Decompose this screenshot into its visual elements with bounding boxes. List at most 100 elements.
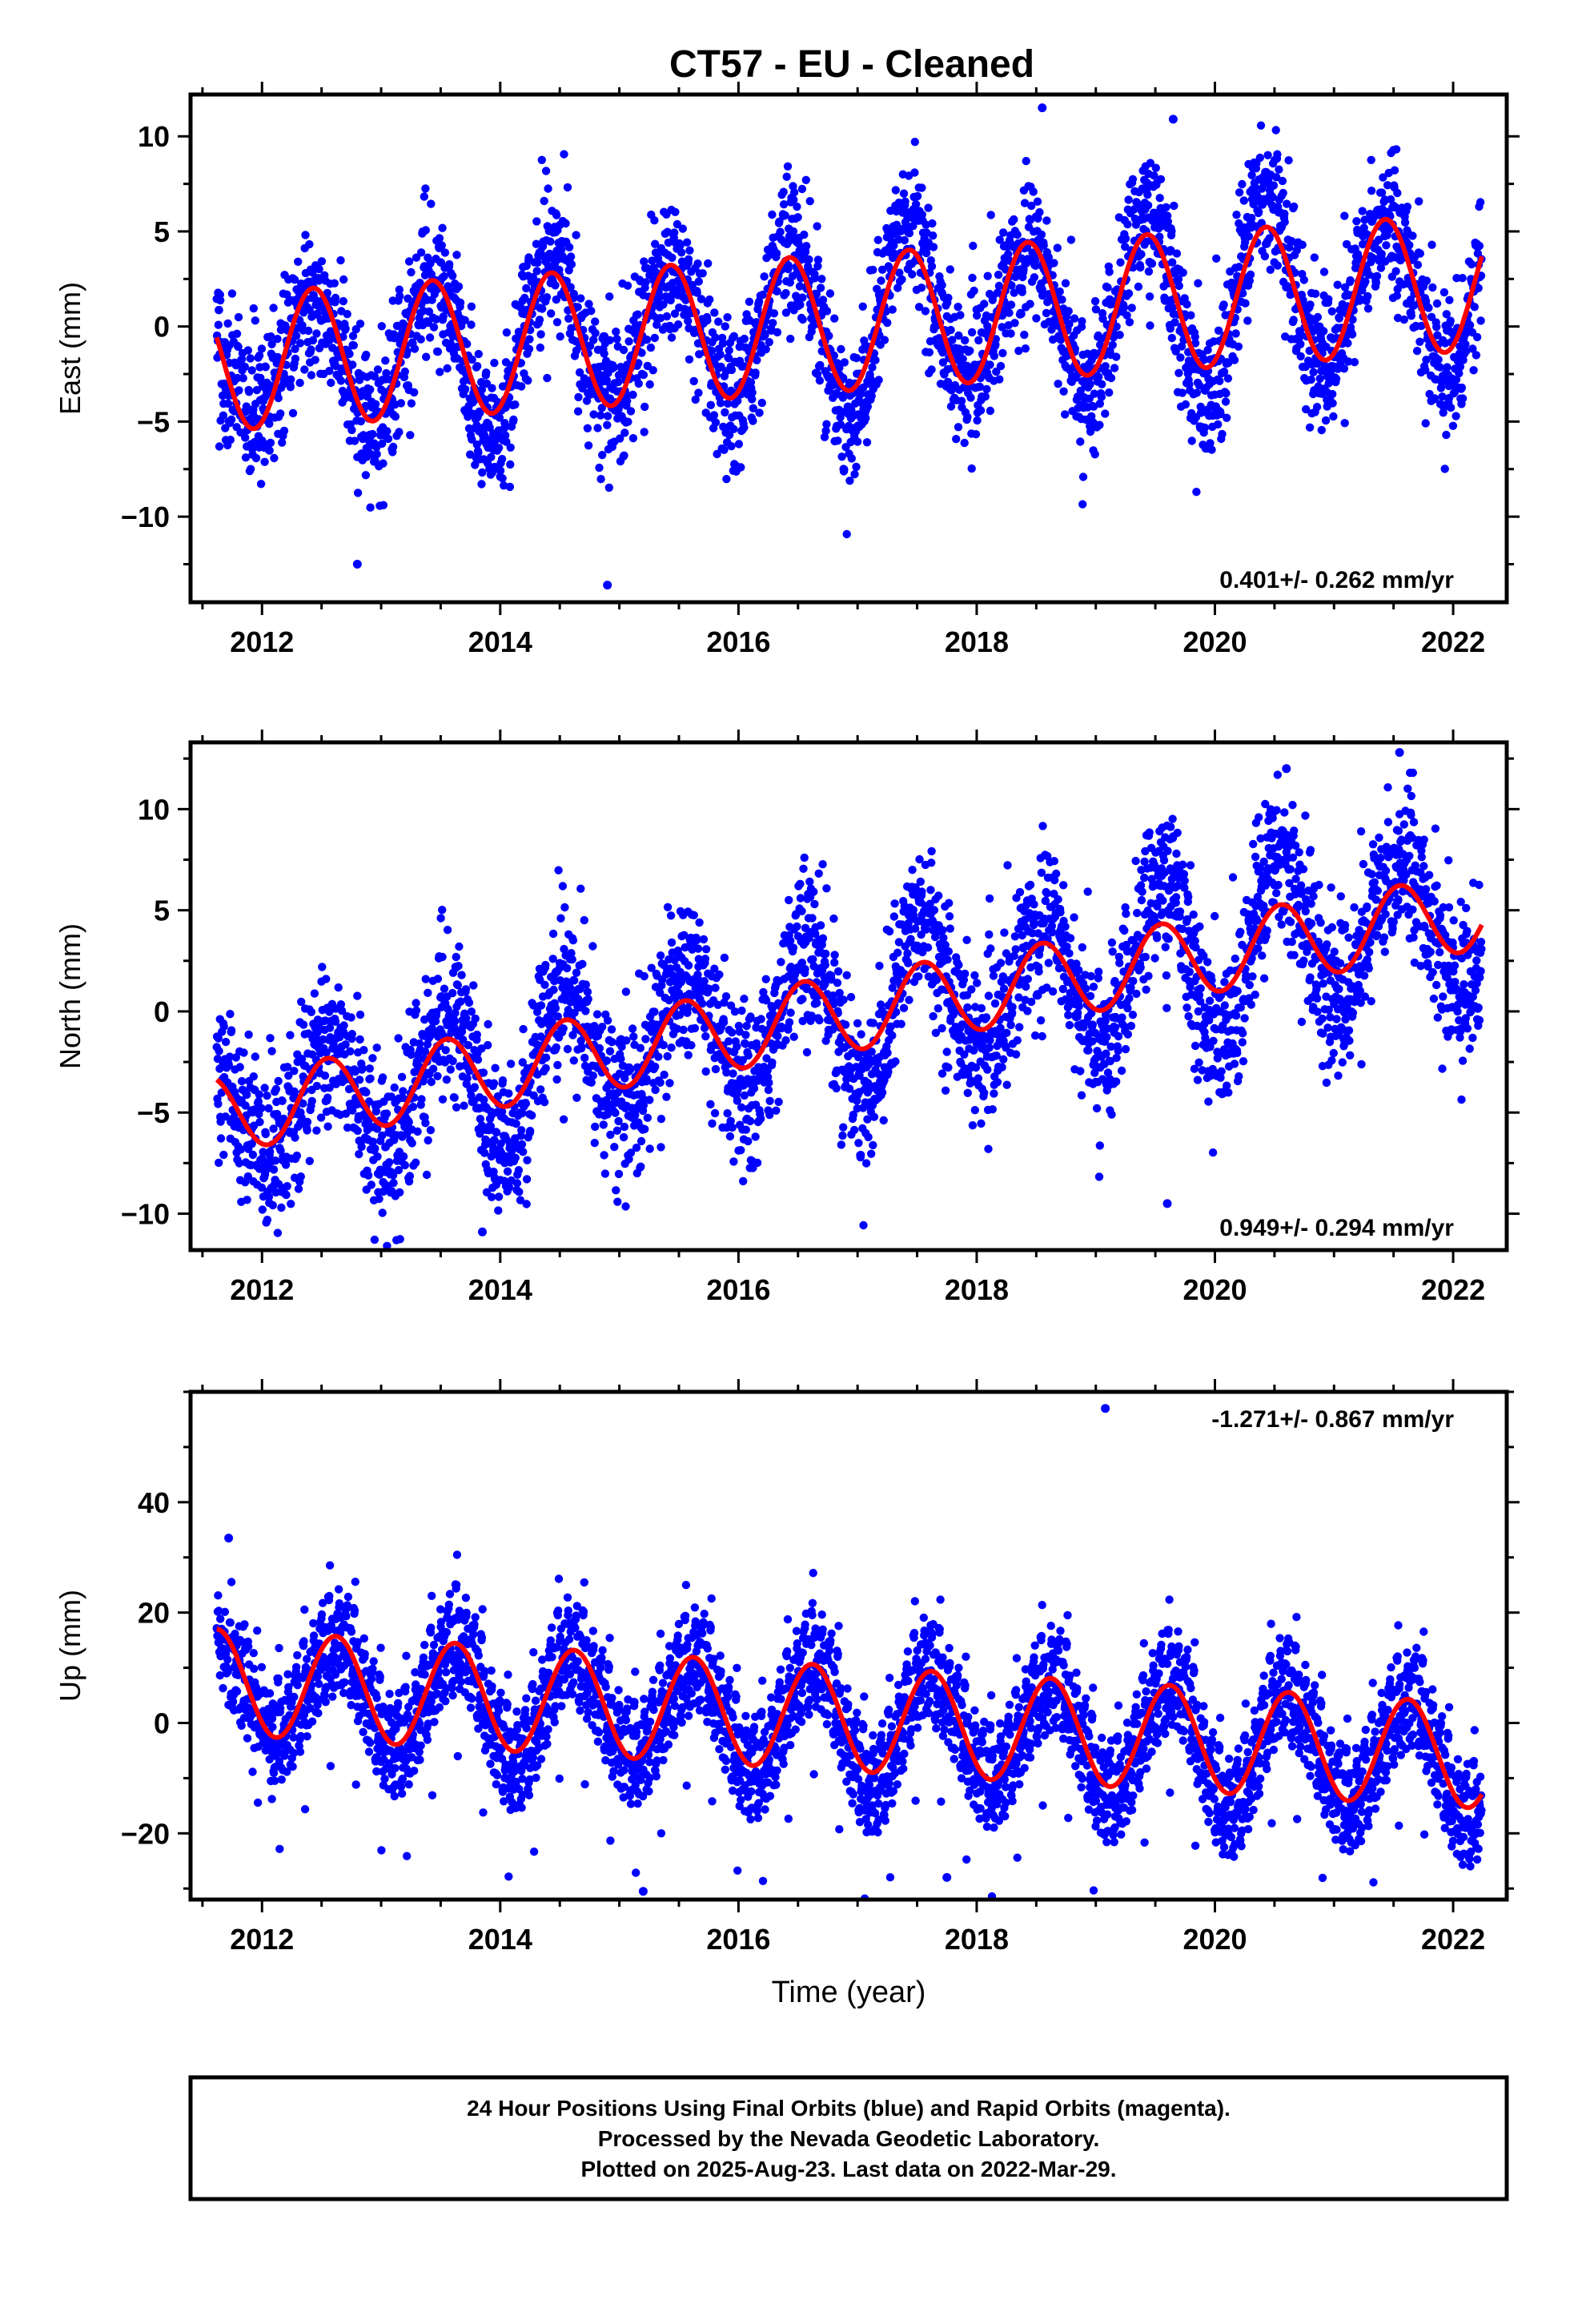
east-point (769, 319, 777, 328)
north-point (307, 1096, 316, 1106)
east-point (693, 288, 701, 297)
east-point (1013, 230, 1022, 239)
north-point (706, 1100, 715, 1109)
east-point (720, 445, 729, 454)
east-point (591, 317, 600, 326)
north-point (628, 1024, 637, 1033)
east-point (552, 211, 561, 219)
north-point (614, 1169, 624, 1179)
east-point (536, 343, 544, 352)
east-point (1171, 347, 1180, 356)
north-point (421, 975, 430, 983)
north-point (494, 1206, 503, 1215)
east-point (1255, 207, 1263, 216)
east-point (1246, 270, 1255, 279)
north-point (464, 998, 474, 1007)
east-point (889, 241, 898, 250)
north-point (269, 1165, 279, 1174)
east-point (954, 331, 963, 340)
east-point (1456, 362, 1465, 372)
east-point (619, 345, 628, 355)
east-point (863, 402, 873, 411)
east-point (753, 356, 761, 364)
north-point (689, 911, 698, 920)
east-point (917, 283, 926, 292)
north-point (287, 1200, 295, 1208)
east-point (634, 359, 643, 368)
east-fit-line (214, 216, 1484, 432)
east-point (502, 328, 512, 337)
east-point (929, 243, 938, 251)
east-point (266, 438, 275, 448)
north-point (737, 1103, 746, 1112)
north-point (241, 1101, 250, 1110)
east-point (265, 420, 274, 428)
east-point (1435, 363, 1444, 372)
north-point (368, 1054, 377, 1063)
east-point (524, 253, 533, 262)
east-point (381, 356, 390, 365)
north-point (463, 1074, 472, 1083)
east-point (1076, 437, 1085, 446)
east-point (784, 261, 793, 270)
east-point (944, 293, 953, 303)
east-point (650, 333, 659, 343)
north-point (469, 981, 478, 990)
east-point (587, 307, 596, 316)
east-point (490, 359, 499, 368)
east-point (1105, 267, 1114, 276)
east-point (776, 227, 785, 236)
east-point (223, 399, 233, 408)
east-point (1170, 318, 1179, 327)
east-point (323, 288, 331, 298)
east-point (1181, 400, 1191, 409)
north-point (365, 1064, 374, 1073)
north-point (255, 1090, 263, 1099)
north-point (400, 1160, 409, 1170)
east-point (664, 238, 673, 247)
east-point (1434, 355, 1443, 364)
east-point (1462, 347, 1471, 356)
north-point (323, 1122, 332, 1131)
east-point (983, 271, 992, 280)
east-point (473, 362, 482, 371)
east-point (1476, 198, 1485, 207)
east-point (723, 399, 733, 408)
east-point (1340, 211, 1349, 220)
north-point (368, 1137, 377, 1146)
east-point (1243, 316, 1252, 325)
east-point (825, 332, 833, 340)
east-point (1101, 409, 1110, 418)
east-point (396, 399, 406, 408)
east-point (995, 375, 1004, 384)
east-point (1446, 403, 1456, 412)
east-point (416, 335, 425, 344)
north-point (473, 1055, 483, 1064)
north-point (740, 995, 749, 1003)
east-point (1433, 331, 1442, 340)
east-point (678, 224, 687, 233)
east-point (1219, 368, 1229, 376)
east-point (789, 227, 798, 236)
east-point (1136, 263, 1145, 272)
east-point (474, 349, 483, 359)
east-point (1333, 280, 1342, 289)
east-point (1032, 314, 1041, 323)
east-point (845, 476, 854, 485)
north-point (362, 1088, 371, 1097)
east-point (1203, 345, 1212, 355)
east-point (1251, 183, 1259, 191)
east-point (308, 336, 318, 345)
east-point (1472, 332, 1482, 342)
east-point (551, 281, 560, 290)
east-point (1408, 231, 1417, 240)
east-point (251, 453, 261, 463)
north-point (641, 1035, 650, 1043)
north-point (645, 1096, 654, 1104)
east-point (614, 377, 623, 387)
east-point (1317, 425, 1327, 435)
east-point (440, 271, 448, 281)
east-point (640, 257, 648, 266)
east-point (467, 302, 476, 311)
